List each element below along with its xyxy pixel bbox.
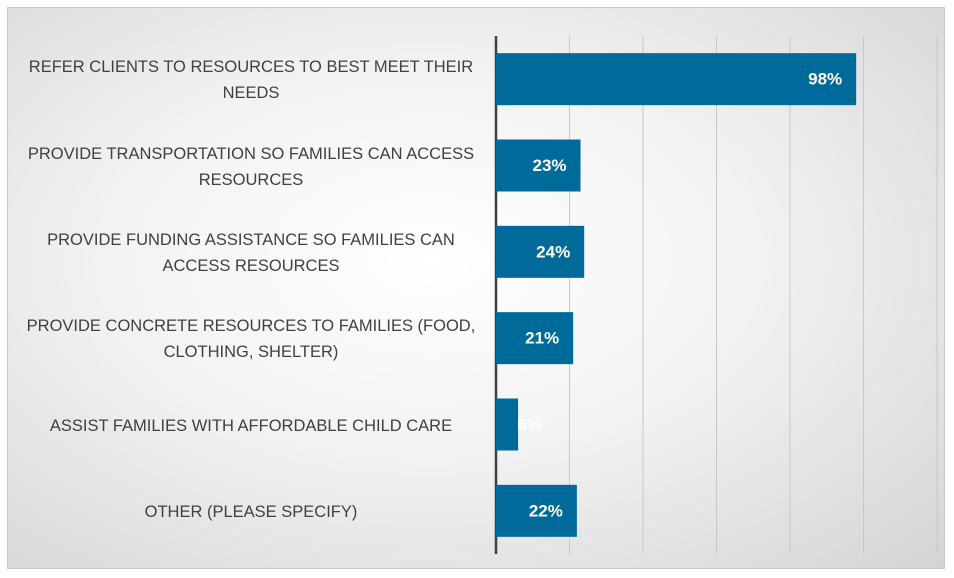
bar — [496, 312, 574, 365]
data-label: 6% — [517, 415, 542, 434]
data-label: 98% — [808, 70, 842, 89]
y-tick-label: PROVIDE FUNDING ASSISTANCE SO FAMILIES C… — [47, 230, 455, 275]
bar — [496, 484, 577, 537]
y-tick-label: PROVIDE CONCRETE RESOURCES TO FAMILIES (… — [26, 317, 476, 362]
bar — [496, 53, 857, 106]
y-tick-label: ASSIST FAMILIES WITH AFFORDABLE CHILD CA… — [49, 416, 453, 435]
y-tick-label: REFER CLIENTS TO RESOURCES TO BEST MEET … — [28, 58, 474, 103]
bar — [496, 225, 585, 278]
y-tick-label: PROVIDE TRANSPORTATION SO FAMILIES CAN A… — [27, 144, 475, 189]
bar — [496, 398, 519, 451]
bar — [496, 139, 581, 192]
data-label: 24% — [536, 242, 570, 261]
data-label: 23% — [532, 156, 566, 175]
y-tick-label: OTHER (PLEASE SPECIFY) — [144, 502, 358, 521]
data-label: 22% — [529, 501, 563, 520]
data-label: 21% — [525, 329, 559, 348]
